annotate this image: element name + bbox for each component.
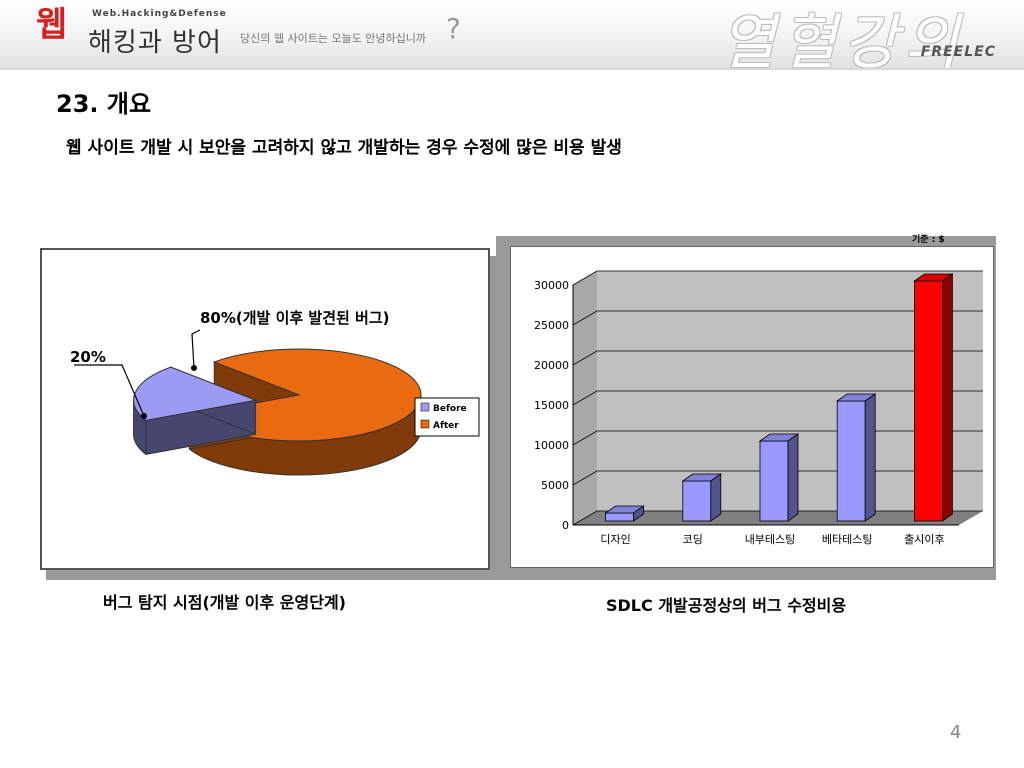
bar-front bbox=[759, 440, 789, 522]
x-tick-label: 디자인 bbox=[600, 533, 630, 546]
bar-side bbox=[864, 393, 876, 522]
y-tick-label: 5000 bbox=[541, 479, 569, 492]
page-number: 4 bbox=[950, 722, 962, 743]
slide-bullet: 웹 사이트 개발 시 보안을 고려하지 않고 개발하는 경우 수정에 많은 비용… bbox=[66, 138, 622, 158]
header-banner: 웹 Web.Hacking&Defense 해킹과 방어 당신의 웹 사이트는 … bbox=[0, 0, 1024, 70]
brand-name: FREELEC bbox=[920, 44, 996, 60]
bar-5 bbox=[913, 273, 954, 522]
legend-label-after: After bbox=[433, 421, 459, 431]
bar-side bbox=[941, 273, 953, 522]
bar-front bbox=[605, 512, 634, 522]
bar-chart-y-axis: 0 5000 10000 15000 20000 25000 30000 bbox=[534, 279, 574, 532]
bar-unit-note: 기준 : $ bbox=[912, 235, 945, 245]
y-tick-label: 25000 bbox=[534, 319, 569, 332]
pie-chart: 20% 80%(개발 이후 발견된 버그) Before After bbox=[70, 309, 480, 476]
y-tick-label: 15000 bbox=[534, 399, 569, 412]
tagline-question-mark: ? bbox=[446, 12, 461, 45]
bar-front bbox=[913, 280, 943, 522]
leader-line-20 bbox=[74, 364, 145, 417]
slide-title: 23. 개요 bbox=[56, 90, 152, 118]
pie-slice-before bbox=[133, 366, 258, 421]
bar-4 bbox=[835, 393, 877, 522]
bar-2 bbox=[681, 473, 723, 522]
calligraphy-logo: 열혈강의 bbox=[720, 8, 965, 70]
bar-side bbox=[787, 433, 799, 522]
pie-annotation-after: 80%(개발 이후 발견된 버그) bbox=[200, 309, 389, 327]
logo-mark: 웹 bbox=[36, 5, 67, 45]
bar-front bbox=[836, 400, 866, 522]
bar-side bbox=[633, 505, 645, 522]
pie-caption: 버그 탐지 시점(개발 이후 운영단계) bbox=[103, 593, 346, 612]
gridline bbox=[572, 270, 983, 286]
logo-title: 해킹과 방어 bbox=[88, 28, 222, 58]
bar-chart-frame: 기준 : $ 0 5000 10000 15000 20000 25000 30000 디자… bbox=[510, 235, 994, 568]
gridline bbox=[572, 390, 983, 406]
leader-dot-20 bbox=[141, 413, 147, 419]
y-tick-label: 0 bbox=[562, 519, 569, 532]
leader-line-80 bbox=[191, 329, 201, 369]
pie-annotation-before: 20% bbox=[70, 348, 106, 366]
bar-chart-grid bbox=[572, 270, 983, 526]
bar-1 bbox=[604, 505, 645, 522]
legend-label-before: Before bbox=[433, 404, 467, 414]
gridline bbox=[572, 350, 983, 366]
bar-front bbox=[682, 480, 712, 522]
legend-swatch-before bbox=[420, 402, 430, 412]
legend-swatch-after bbox=[420, 419, 430, 429]
bar-chart-bars bbox=[604, 273, 954, 522]
y-tick-label: 20000 bbox=[534, 359, 569, 372]
leader-dot-80 bbox=[191, 365, 197, 371]
pie-legend: Before After bbox=[414, 397, 480, 437]
x-tick-label: 코딩 bbox=[683, 533, 703, 546]
bar-chart: 기준 : $ 0 5000 10000 15000 20000 25000 30000 디자… bbox=[534, 235, 983, 546]
x-tick-label: 베타테스팅 bbox=[822, 533, 873, 546]
x-tick-label: 출시이후 bbox=[904, 533, 944, 546]
bar-caption: SDLC 개발공정상의 버그 수정비용 bbox=[606, 596, 847, 615]
y-tick-label: 10000 bbox=[534, 439, 569, 452]
gridline bbox=[572, 310, 983, 326]
bar-side bbox=[710, 473, 722, 522]
logo-subtitle: Web.Hacking&Defense bbox=[92, 9, 227, 19]
bar-chart-x-axis: 디자인 코딩 내부테스팅 베타테스팅 출시이후 bbox=[573, 524, 959, 546]
y-tick-label: 30000 bbox=[534, 279, 569, 292]
pie-chart-frame: 20% 80%(개발 이후 발견된 버그) Before After bbox=[40, 248, 490, 570]
header-tagline: 당신의 웹 사이트는 오늘도 안녕하십니까 bbox=[240, 32, 427, 45]
bar-3 bbox=[758, 433, 800, 522]
x-tick-label: 내부테스팅 bbox=[745, 533, 796, 546]
